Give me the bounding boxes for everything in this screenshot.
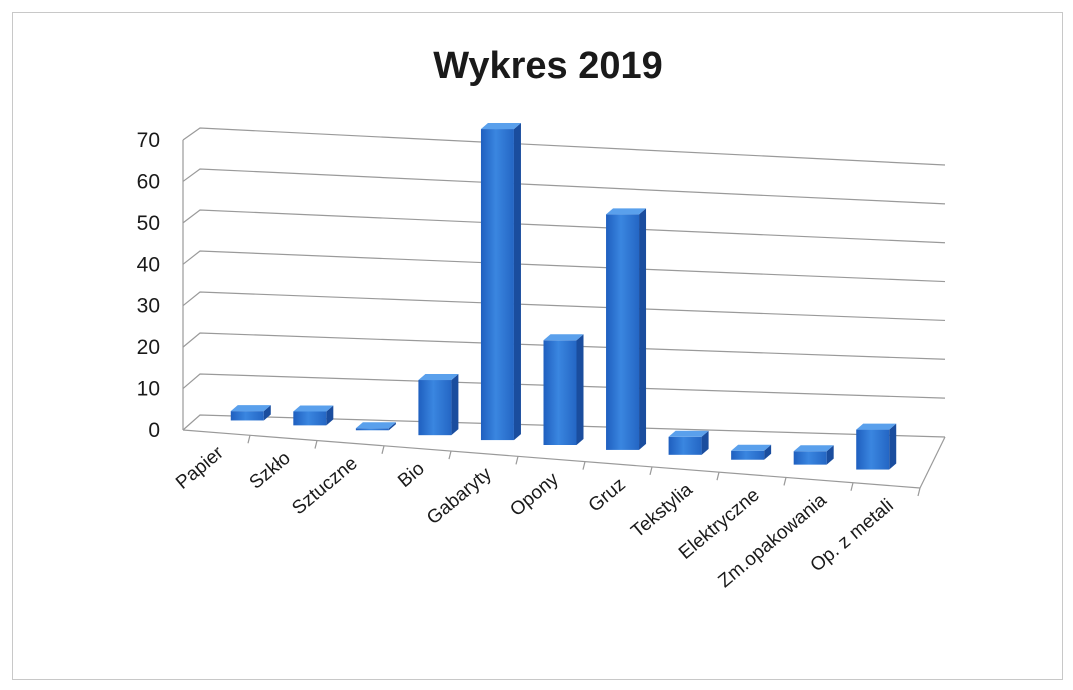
- x-tick-mark: [247, 435, 251, 444]
- x-tick-label: Szkło: [246, 448, 295, 494]
- bars: [230, 123, 897, 470]
- bar: [418, 380, 452, 436]
- x-tick-mark: [515, 456, 519, 465]
- bar-top: [418, 374, 459, 381]
- bar-top: [856, 423, 897, 430]
- x-tick-label: Sztuczne: [288, 453, 361, 519]
- bar-top: [355, 422, 396, 429]
- gridline: [182, 168, 946, 205]
- gridline: [182, 414, 946, 438]
- axis-layer: [182, 140, 946, 497]
- bar-side: [451, 374, 459, 436]
- bar-top: [668, 430, 709, 437]
- bar-side: [576, 334, 584, 445]
- chart-title: Wykres 2019: [433, 45, 663, 87]
- bar-side: [764, 444, 772, 460]
- floor-right-edge: [919, 436, 946, 489]
- gridline: [182, 291, 946, 322]
- gridline: [182, 332, 946, 360]
- gridline: [182, 127, 946, 166]
- bar: [293, 411, 327, 426]
- bar-side: [326, 405, 334, 426]
- x-tick-label: Tekstylia: [627, 479, 697, 542]
- gridlines: [182, 127, 946, 438]
- bar: [793, 451, 827, 465]
- bar-top: [543, 334, 584, 341]
- bar: [606, 214, 640, 450]
- bar-side: [513, 123, 521, 441]
- x-tick-mark: [783, 477, 787, 486]
- bar-side: [889, 423, 897, 470]
- bar: [355, 428, 389, 431]
- bar: [731, 450, 765, 460]
- y-tick-label: 50: [137, 212, 160, 235]
- y-tick-label: 30: [137, 295, 160, 318]
- x-axis-line: [182, 429, 921, 489]
- y-tick-label: 60: [137, 170, 160, 193]
- x-tick-mark: [716, 472, 720, 481]
- bar-side: [639, 208, 647, 450]
- bar-side: [826, 445, 834, 465]
- bar-top: [480, 123, 521, 130]
- y-tick-label: 0: [148, 419, 160, 442]
- bar-top: [230, 405, 271, 412]
- x-tick-mark: [917, 487, 921, 497]
- bar-top: [293, 405, 334, 412]
- bar-top: [606, 208, 647, 215]
- bar: [856, 429, 890, 470]
- y-tick-label: 10: [137, 378, 160, 401]
- bar: [230, 411, 264, 421]
- bar-top: [731, 444, 772, 451]
- y-tick-label: 40: [137, 253, 160, 276]
- gridline: [182, 209, 946, 244]
- bar: [668, 436, 702, 455]
- x-tick-mark: [850, 482, 854, 491]
- y-tick-label: 20: [137, 336, 160, 359]
- bar-side: [263, 405, 271, 421]
- x-tick-mark: [448, 450, 452, 460]
- y-axis-ticks: 0 10 20 30 40 50 60 70: [137, 129, 160, 442]
- y-tick-label: 70: [137, 129, 160, 152]
- x-tick-mark: [314, 440, 318, 449]
- gridline: [182, 373, 946, 399]
- gridline: [182, 250, 946, 283]
- bar-top: [793, 445, 834, 452]
- bar: [480, 129, 514, 441]
- x-tick-mark: [649, 466, 653, 476]
- x-tick-label: Gabaryty: [423, 463, 496, 529]
- bar-side: [701, 430, 709, 455]
- bar: [543, 340, 577, 445]
- bar-side: [388, 422, 396, 431]
- x-tick-label: Gruz: [585, 474, 630, 517]
- x-tick-label: Bio: [394, 458, 429, 492]
- x-tick-label: Opony: [506, 468, 563, 520]
- x-tick-mark: [381, 445, 385, 454]
- x-tick-label: Papier: [172, 442, 228, 494]
- x-tick-mark: [582, 461, 586, 470]
- chart-frame: [12, 12, 1063, 680]
